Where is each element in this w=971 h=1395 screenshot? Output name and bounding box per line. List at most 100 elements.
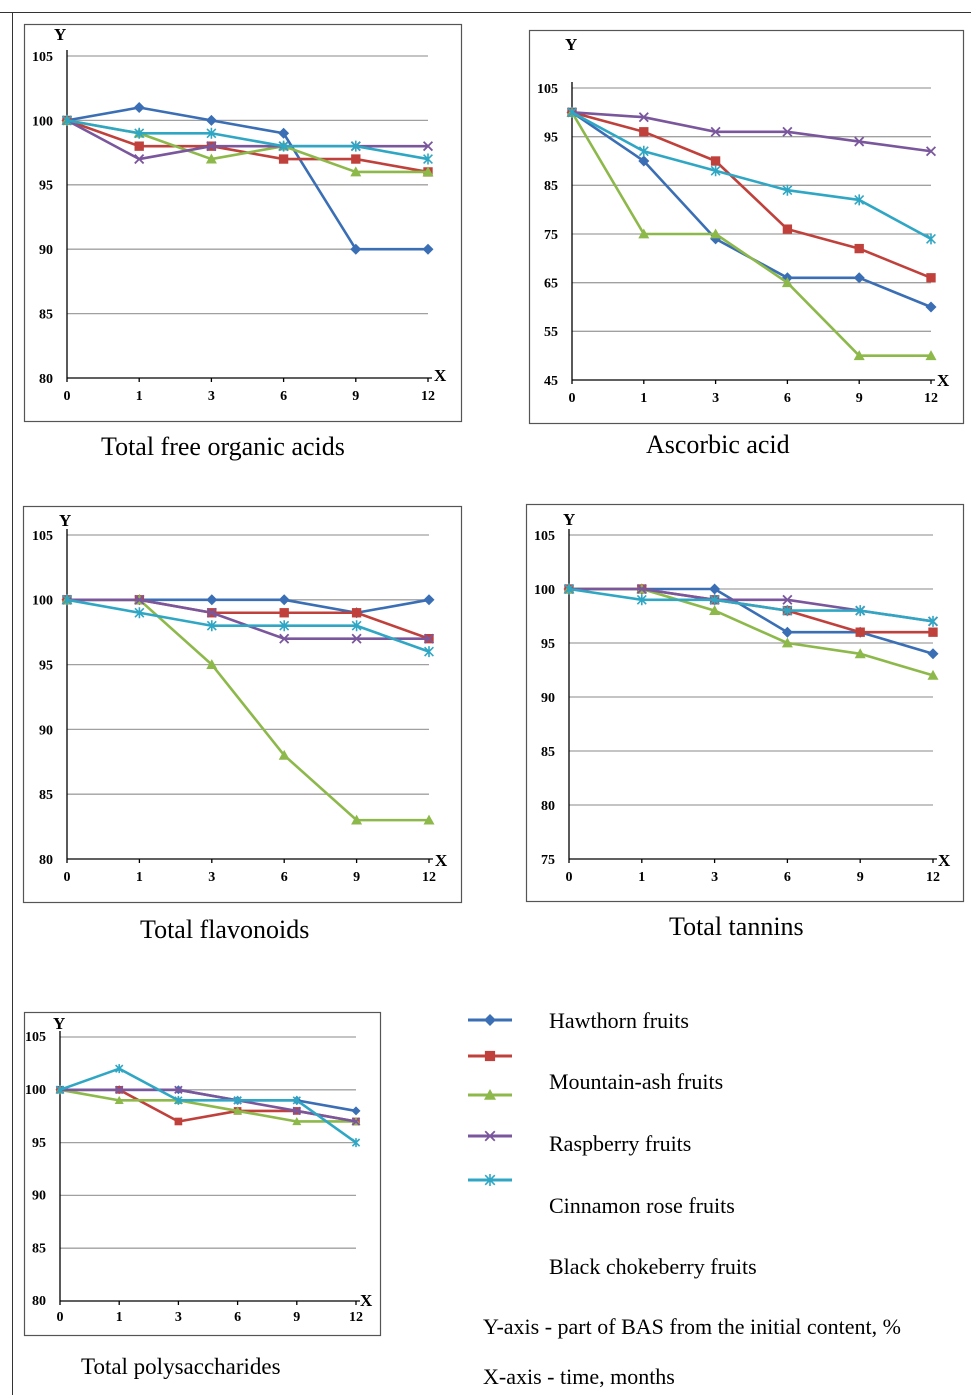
y-tick-label: 90 xyxy=(32,1189,46,1204)
series-line-4 xyxy=(571,111,932,153)
y-tick-label: 80 xyxy=(541,799,555,814)
data-point-diamond-marker xyxy=(927,648,939,660)
y-axis-label: Y xyxy=(54,25,66,44)
chart-frame xyxy=(528,29,965,425)
data-point-triangle-marker xyxy=(710,228,722,239)
data-point-x-marker xyxy=(292,1106,302,1116)
data-point-star-marker xyxy=(424,646,434,658)
data-point-diamond-marker xyxy=(350,243,362,255)
x-tick-label: 6 xyxy=(784,870,791,885)
series-line-2 xyxy=(571,111,932,280)
y-tick-label: 85 xyxy=(39,308,53,323)
caption-ascorbic-acid: Ascorbic acid xyxy=(646,430,790,459)
y-tick-label: 105 xyxy=(534,529,555,544)
y-axis-label: Y xyxy=(565,35,577,54)
data-point-star-marker xyxy=(62,594,72,606)
caption-polysaccharides: Total polysaccharides xyxy=(81,1354,281,1379)
data-point-diamond-marker xyxy=(206,594,218,606)
y-tick-label: 95 xyxy=(39,659,53,674)
data-point-square-marker xyxy=(854,243,864,254)
y-tick-label: 90 xyxy=(541,691,555,706)
data-point-star-marker xyxy=(638,145,649,157)
series-line-1 xyxy=(66,106,428,251)
x-tick-label: 0 xyxy=(566,870,573,885)
data-point-diamond-marker xyxy=(133,102,145,114)
legend-item-cinnamon-rose: Cinnamon rose fruits xyxy=(549,1193,735,1218)
data-point-triangle-marker xyxy=(233,1106,243,1115)
legend-triangle-marker xyxy=(484,1089,496,1100)
x-tick-label: 1 xyxy=(638,870,645,885)
y-tick-label: 90 xyxy=(39,723,53,738)
data-point-triangle-marker xyxy=(351,814,363,825)
series-line-3 xyxy=(59,1088,356,1123)
data-point-x-marker xyxy=(423,633,435,644)
x-tick-label: 12 xyxy=(422,870,436,885)
data-point-diamond-marker xyxy=(638,155,650,167)
y-tick-label: 55 xyxy=(544,325,558,340)
data-point-diamond-marker xyxy=(278,127,290,139)
x-tick-label: 12 xyxy=(349,1310,363,1325)
x-tick-label: 3 xyxy=(208,389,215,404)
x-tick-label: 1 xyxy=(640,391,647,406)
x-tick-label: 0 xyxy=(569,391,576,406)
data-point-x-marker xyxy=(279,633,290,644)
data-point-triangle-marker xyxy=(854,648,866,659)
legend-x-axis-note: X-axis - time, months xyxy=(483,1364,675,1389)
x-tick-label: 3 xyxy=(712,391,719,406)
x-tick-label: 9 xyxy=(352,389,359,404)
y-tick-label: 95 xyxy=(39,179,53,194)
y-tick-label: 95 xyxy=(541,637,555,652)
data-point-diamond-marker xyxy=(351,1106,361,1116)
series-line-5 xyxy=(568,587,934,623)
data-point-triangle-marker xyxy=(853,350,865,361)
y-tick-label: 105 xyxy=(537,82,558,97)
data-point-x-marker xyxy=(782,126,793,137)
data-point-triangle-marker xyxy=(709,605,721,615)
y-tick-label: 75 xyxy=(544,228,558,243)
data-point-triangle-marker xyxy=(423,814,435,825)
series-line-5 xyxy=(66,119,429,161)
y-axis-label: Y xyxy=(53,1014,65,1033)
y-tick-label: 100 xyxy=(534,583,555,598)
page-frame-top xyxy=(0,12,971,13)
data-point-star-marker xyxy=(55,1085,65,1095)
x-axis-label: X xyxy=(360,1291,373,1310)
data-point-x-marker xyxy=(710,126,721,137)
legend-item-mountain-ash: Mountain-ash fruits xyxy=(549,1069,724,1094)
chart-frame xyxy=(23,23,463,423)
x-tick-label: 1 xyxy=(136,870,143,885)
data-point-x-marker xyxy=(351,1117,361,1126)
x-tick-label: 6 xyxy=(280,389,287,404)
y-axis-label: Y xyxy=(59,511,71,530)
y-tick-label: 80 xyxy=(32,1294,46,1309)
x-tick-label: 3 xyxy=(175,1310,182,1325)
data-point-x-marker xyxy=(174,1085,183,1095)
data-point-diamond-marker xyxy=(925,301,937,313)
x-tick-label: 6 xyxy=(234,1310,241,1325)
data-point-square-marker xyxy=(928,627,938,637)
data-point-diamond-marker xyxy=(853,272,865,284)
data-point-star-marker xyxy=(350,140,361,152)
data-point-diamond-marker xyxy=(709,583,721,595)
legend-y-axis-note: Y-axis - part of BAS from the initial co… xyxy=(483,1314,901,1339)
data-point-star-marker xyxy=(351,620,362,632)
legend-item-hawthorn: Hawthorn fruits xyxy=(549,1008,689,1033)
y-tick-label: 85 xyxy=(544,179,558,194)
data-point-triangle-marker xyxy=(206,659,218,669)
data-point-diamond-marker xyxy=(781,626,793,638)
page-frame-left xyxy=(12,12,13,1395)
data-point-star-marker xyxy=(710,165,721,177)
chart-flavonoids: 80 85 90 95 100 105 0 1 3 6 9 12 Y X xyxy=(22,505,463,904)
data-point-x-marker xyxy=(854,136,865,147)
legend-item-raspberry: Raspberry fruits xyxy=(549,1131,692,1156)
data-point-star-marker xyxy=(709,594,720,606)
x-tick-label: 3 xyxy=(208,870,215,885)
data-point-star-marker xyxy=(134,127,145,139)
series-line-5 xyxy=(66,598,430,653)
caption-tannins: Total tannins xyxy=(669,912,804,941)
series-line-5 xyxy=(59,1067,357,1144)
x-tick-label: 12 xyxy=(924,391,938,406)
data-point-star-marker xyxy=(782,184,793,196)
data-point-x-marker xyxy=(134,594,145,605)
y-tick-label: 75 xyxy=(541,853,555,868)
